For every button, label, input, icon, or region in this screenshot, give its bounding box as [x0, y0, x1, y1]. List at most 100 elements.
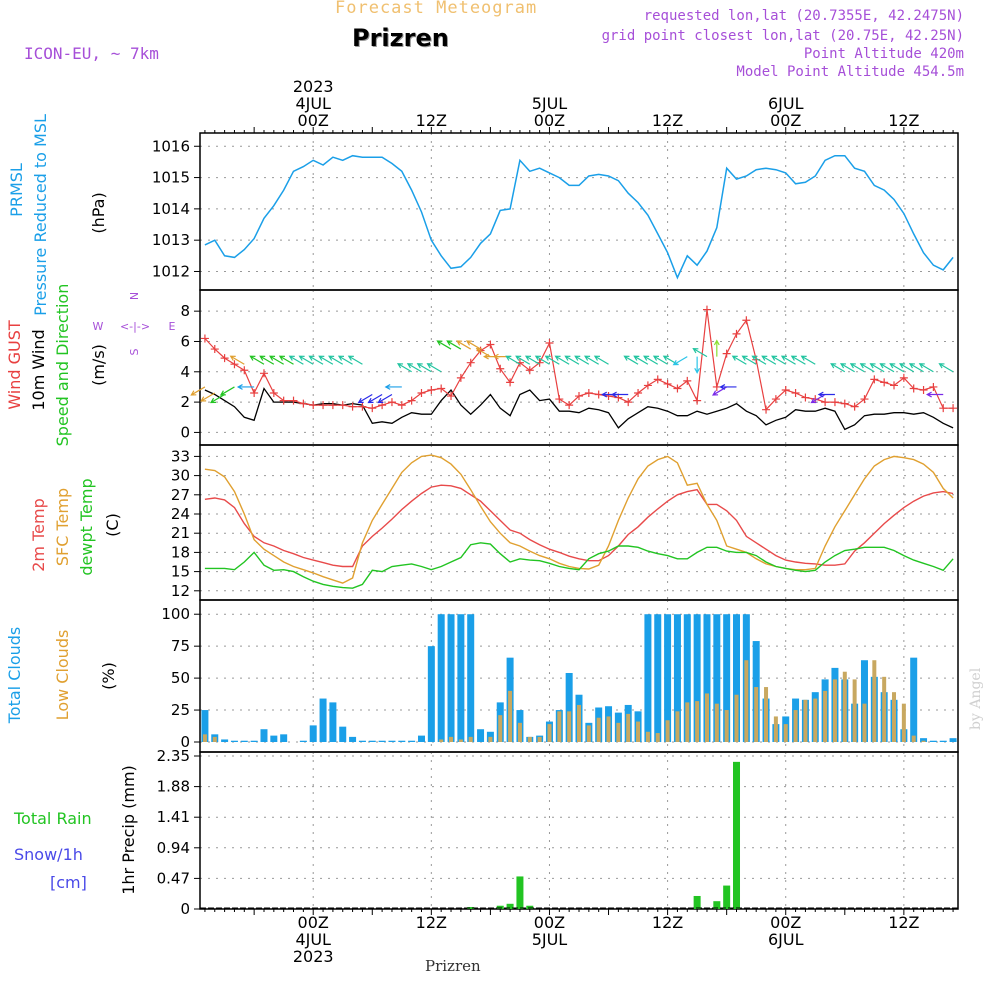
- gust-point-marker: [693, 396, 702, 405]
- time-label-top: 12Z: [888, 111, 919, 130]
- label-10m-wind: 10m Wind: [29, 329, 48, 410]
- bar-low-clouds: [764, 687, 769, 742]
- bar-low-clouds: [852, 679, 857, 742]
- wind-direction-arrow: [800, 355, 816, 365]
- wind-direction-arrow: [465, 340, 481, 350]
- bar-total-clouds: [693, 614, 701, 742]
- wind-direction-arrow: [899, 363, 915, 373]
- gust-point-marker: [338, 401, 347, 410]
- bar-low-clouds: [675, 711, 680, 742]
- gust-point-marker: [624, 398, 633, 407]
- meteogram-title: Forecast Meteogram: [335, 0, 538, 18]
- bar-low-clouds: [557, 711, 562, 742]
- gust-point-marker: [319, 401, 328, 410]
- gust-point-marker: [289, 396, 298, 405]
- gridpoint-coords: grid point closest lon,lat (20.75E, 42.2…: [601, 28, 964, 44]
- y-tick-label: 1016: [152, 137, 190, 155]
- gust-point-marker: [781, 385, 790, 394]
- wind-direction-arrow: [692, 347, 708, 358]
- gust-point-marker: [899, 373, 908, 382]
- bar-low-clouds: [596, 717, 601, 742]
- gust-point-marker: [506, 378, 515, 387]
- y-tick-label: 0.47: [157, 869, 190, 887]
- wind-direction-arrow: [524, 355, 540, 365]
- gust-point-marker: [279, 396, 288, 405]
- bar-low-clouds: [577, 704, 581, 742]
- gust-point-marker: [328, 401, 337, 410]
- wind-direction-arrow: [406, 363, 422, 373]
- gust-point-marker: [447, 392, 456, 401]
- gust-point-marker: [880, 378, 889, 387]
- gust-point-marker: [368, 404, 377, 413]
- wind-direction-arrow: [859, 363, 875, 373]
- bar-rain: [733, 761, 741, 909]
- bar-low-clouds: [803, 699, 808, 742]
- y-tick-label: 0: [180, 423, 190, 441]
- wind-direction-arrow: [938, 363, 954, 373]
- time-label-bottom: 4JUL: [295, 930, 331, 949]
- wind-direction-arrow: [219, 386, 235, 396]
- wind-direction-arrow: [446, 340, 462, 350]
- wind-direction-arrow: [817, 391, 835, 398]
- bar-low-clouds: [783, 724, 788, 742]
- time-label-top: 00Z: [534, 111, 565, 130]
- wind-direction-arrow: [229, 355, 245, 365]
- gust-point-marker: [929, 382, 938, 391]
- compass-bar: <-|->: [120, 320, 150, 333]
- label-snow: Snow/1h: [14, 845, 83, 864]
- time-label-top: 12Z: [652, 111, 683, 130]
- time-label-bottom: 00Z: [534, 913, 565, 932]
- time-label-top: 2023: [293, 77, 334, 96]
- bar-total-clouds: [447, 614, 455, 742]
- bar-total-clouds: [565, 673, 573, 742]
- wind-direction-arrow: [426, 363, 442, 373]
- bar-rain: [496, 905, 504, 909]
- gust-point-marker: [575, 392, 583, 401]
- time-label-top: 4JUL: [295, 94, 331, 113]
- wind-direction-arrow: [908, 363, 924, 373]
- gust-point-marker: [358, 402, 367, 411]
- wind-direction-arrow: [633, 355, 649, 365]
- gust-point-marker: [309, 401, 318, 410]
- wind-direction-arrow: [505, 355, 521, 365]
- bar-low-clouds: [724, 710, 729, 742]
- gust-point-marker: [909, 384, 918, 393]
- bar-total-clouds: [221, 739, 229, 742]
- gust-point-marker: [939, 404, 948, 413]
- compass-e: E: [169, 320, 176, 333]
- y-tick-label: 0: [180, 733, 190, 751]
- bar-total-clouds: [929, 740, 937, 742]
- bar-low-clouds: [773, 716, 778, 742]
- bar-low-clouds: [439, 739, 444, 742]
- time-label-bottom: 6JUL: [768, 930, 804, 949]
- unit-celsius: (C): [103, 513, 122, 537]
- model-label: ICON-EU, ~ 7km: [24, 44, 159, 63]
- gust-point-marker: [407, 396, 416, 405]
- wind-direction-arrow: [879, 363, 895, 373]
- bar-low-clouds: [793, 710, 798, 742]
- bar-total-clouds: [939, 740, 947, 742]
- bar-low-clouds: [567, 711, 572, 742]
- series-10m-wind: [204, 387, 954, 431]
- bar-low-clouds: [832, 679, 837, 742]
- y-tick-label: 1014: [152, 200, 190, 218]
- gust-point-marker: [240, 366, 249, 375]
- wind-direction-arrow: [574, 355, 590, 365]
- y-tick-label: 2: [180, 393, 190, 411]
- label-2m-temp: 2m Temp: [29, 498, 48, 572]
- gust-point-marker: [525, 366, 534, 375]
- label-1hr-precip: 1hr Precip (mm): [119, 765, 138, 895]
- unit-ms: (m/s): [89, 344, 108, 386]
- gust-point-marker: [742, 316, 751, 325]
- bar-low-clouds: [586, 725, 591, 742]
- bar-low-clouds: [911, 735, 916, 742]
- y-tick-label: 100: [161, 605, 190, 623]
- gust-point-marker: [486, 340, 495, 349]
- wind-direction-arrow: [780, 355, 796, 365]
- wind-direction-arrow: [584, 355, 599, 365]
- gust-point-marker: [437, 384, 446, 393]
- bar-low-clouds: [606, 716, 611, 742]
- wind-direction-arrow: [643, 355, 659, 365]
- gust-point-marker: [555, 395, 564, 404]
- y-tick-label: 6: [180, 332, 190, 350]
